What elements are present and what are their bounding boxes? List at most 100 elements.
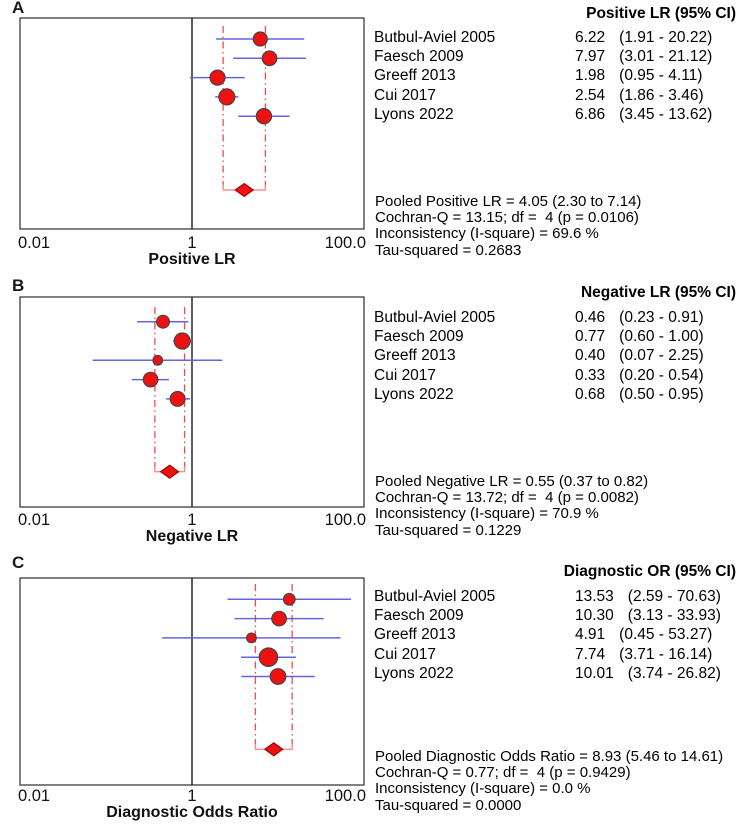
column-header-b: Negative LR (95% CI) bbox=[580, 284, 736, 301]
forest-plot-a: 0.01 1 100.0 Positive LR bbox=[18, 17, 366, 268]
study-point bbox=[155, 314, 170, 329]
study-row: Butbul-Aviel 2005 0.46 (0.23 - 0.91) bbox=[374, 308, 740, 327]
stat-line: Cochran-Q = 0.77; df = 4 (p = 0.9429) bbox=[375, 764, 631, 782]
study-row: Greeff 2013 4.91 (0.45 - 53.27) bbox=[374, 626, 740, 645]
study-name: Cui 2017 bbox=[374, 86, 437, 104]
study-point bbox=[261, 50, 278, 67]
study-ci: (0.60 - 1.00) bbox=[619, 327, 704, 345]
study-name: Lyons 2022 bbox=[374, 385, 454, 403]
x-tick-label: 1 bbox=[187, 787, 196, 805]
study-point bbox=[142, 371, 159, 388]
panel-b-letter: B bbox=[12, 276, 25, 295]
x-tick-label: 0.01 bbox=[18, 787, 50, 805]
study-list-b: Butbul-Aviel 2005 0.46 (0.23 - 0.91) Faesch… bbox=[374, 308, 740, 404]
x-tick-label: 1 bbox=[187, 234, 196, 252]
x-tick-label: 0.01 bbox=[18, 234, 50, 252]
study-ci: (0.07 - 2.25) bbox=[619, 347, 704, 365]
study-value: 10.30 bbox=[575, 606, 614, 624]
study-value: 0.77 bbox=[575, 327, 606, 345]
stat-line: Tau-squared = 0.0000 bbox=[375, 796, 522, 814]
panel-a-letter: A bbox=[12, 0, 25, 17]
study-name: Butbul-Aviel 2005 bbox=[374, 308, 496, 326]
study-row: Lyons 2022 10.01 (3.74 - 26.82) bbox=[374, 664, 740, 683]
x-axis-label: Negative LR bbox=[146, 528, 239, 545]
pooled-diamond bbox=[159, 464, 180, 479]
pooled-stats-a: Pooled Positive LR = 4.05 (2.30 to 7.14)… bbox=[375, 193, 741, 259]
stat-line: Pooled Negative LR = 0.55 (0.37 to 0.82) bbox=[375, 473, 649, 490]
study-point bbox=[271, 610, 288, 627]
study-ci: (1.91 - 20.22) bbox=[619, 28, 713, 46]
forest-plot-b: 0.01 1 100.0 Negative LR bbox=[18, 296, 366, 545]
study-list-a: Butbul-Aviel 2005 6.22 (1.91 - 20.22) Faesc… bbox=[374, 28, 740, 124]
study-row: Cui 2017 0.33 (0.20 - 0.54) bbox=[374, 366, 740, 385]
study-name: Butbul-Aviel 2005 bbox=[374, 587, 496, 605]
study-point bbox=[246, 632, 257, 644]
study-list-c: Butbul-Aviel 2005 13.53 (2.59 - 70.63) Faes… bbox=[374, 587, 740, 683]
study-point bbox=[152, 354, 164, 366]
pooled-diamond bbox=[263, 742, 284, 757]
pooled-diamond bbox=[234, 182, 255, 198]
pooled-stats-c: Pooled Diagnostic Odds Ratio = 8.93 (5.4… bbox=[375, 748, 741, 814]
study-point bbox=[209, 69, 226, 86]
study-point bbox=[255, 107, 273, 125]
study-value: 7.74 bbox=[575, 645, 606, 663]
study-value: 10.01 bbox=[575, 664, 614, 682]
stat-line: Cochran-Q = 13.72; df = 4 (p = 0.0082) bbox=[375, 489, 639, 507]
study-row: Faesch 2009 0.77 (0.60 - 1.00) bbox=[374, 327, 740, 346]
study-point bbox=[282, 592, 296, 606]
study-point bbox=[169, 390, 186, 407]
study-point bbox=[269, 668, 287, 685]
panel-c-letter: C bbox=[12, 553, 25, 572]
stat-line: Inconsistency (I-square) = 69.6 % bbox=[375, 225, 599, 243]
x-tick-label: 1 bbox=[187, 511, 196, 529]
x-axis-label: Positive LR bbox=[148, 251, 236, 268]
study-value: 7.97 bbox=[575, 47, 606, 65]
study-ci: (3.13 - 33.93) bbox=[627, 606, 721, 624]
study-ci: (3.45 - 13.62) bbox=[619, 105, 713, 123]
study-ci: (0.50 - 0.95) bbox=[619, 385, 704, 403]
study-row: Faesch 2009 10.30 (3.13 - 33.93) bbox=[374, 606, 740, 625]
study-row: Lyons 2022 6.86 (3.45 - 13.62) bbox=[374, 105, 740, 124]
study-ci: (0.95 - 4.11) bbox=[619, 67, 703, 85]
study-value: 13.53 bbox=[575, 587, 614, 605]
stat-line: Inconsistency (I-square) = 70.9 % bbox=[375, 505, 599, 523]
stat-line: Tau-squared = 0.2683 bbox=[375, 241, 522, 259]
study-row: Cui 2017 7.74 (3.71 - 16.14) bbox=[374, 645, 740, 664]
study-name: Faesch 2009 bbox=[374, 606, 464, 624]
stat-line: Pooled Diagnostic Odds Ratio = 8.93 (5.4… bbox=[375, 748, 724, 765]
study-row: Lyons 2022 0.68 (0.50 - 0.95) bbox=[374, 385, 740, 404]
stat-line: Pooled Positive LR = 4.05 (2.30 to 7.14) bbox=[375, 193, 642, 210]
study-name: Faesch 2009 bbox=[374, 47, 464, 65]
study-name: Lyons 2022 bbox=[374, 105, 454, 123]
study-value: 0.33 bbox=[575, 366, 606, 384]
x-tick-label: 100.0 bbox=[325, 787, 366, 805]
study-ci: (3.74 - 26.82) bbox=[627, 664, 721, 682]
column-header-a: Positive LR (95% CI) bbox=[586, 5, 736, 22]
study-row: Butbul-Aviel 2005 6.22 (1.91 - 20.22) bbox=[374, 28, 740, 47]
study-name: Greeff 2013 bbox=[374, 347, 456, 365]
stat-line: Cochran-Q = 13.15; df = 4 (p = 0.0106) bbox=[375, 209, 639, 227]
study-value: 0.46 bbox=[575, 308, 606, 326]
pooled-stats-b: Pooled Negative LR = 0.55 (0.37 to 0.82)… bbox=[375, 473, 741, 539]
study-ci: (2.59 - 70.63) bbox=[627, 587, 721, 605]
study-row: Butbul-Aviel 2005 13.53 (2.59 - 70.63) bbox=[374, 587, 740, 606]
x-tick-label: 100.0 bbox=[325, 511, 366, 529]
study-value: 4.91 bbox=[575, 626, 606, 644]
study-name: Greeff 2013 bbox=[374, 626, 456, 644]
study-row: Greeff 2013 1.98 (0.95 - 4.11) bbox=[374, 67, 740, 86]
study-ci: (0.20 - 0.54) bbox=[619, 366, 704, 384]
study-value: 0.68 bbox=[575, 385, 606, 403]
study-point bbox=[173, 332, 191, 350]
study-row: Cui 2017 2.54 (1.86 - 3.46) bbox=[374, 86, 740, 105]
study-ci: (3.01 - 21.12) bbox=[619, 47, 713, 65]
study-name: Faesch 2009 bbox=[374, 327, 464, 345]
study-ci: (1.86 - 3.46) bbox=[619, 86, 704, 104]
study-point bbox=[252, 31, 268, 47]
study-value: 0.40 bbox=[575, 347, 606, 365]
study-name: Greeff 2013 bbox=[374, 67, 456, 85]
study-point bbox=[258, 647, 279, 667]
x-tick-label: 100.0 bbox=[325, 234, 366, 252]
study-point bbox=[218, 88, 236, 106]
study-value: 6.22 bbox=[575, 28, 606, 46]
